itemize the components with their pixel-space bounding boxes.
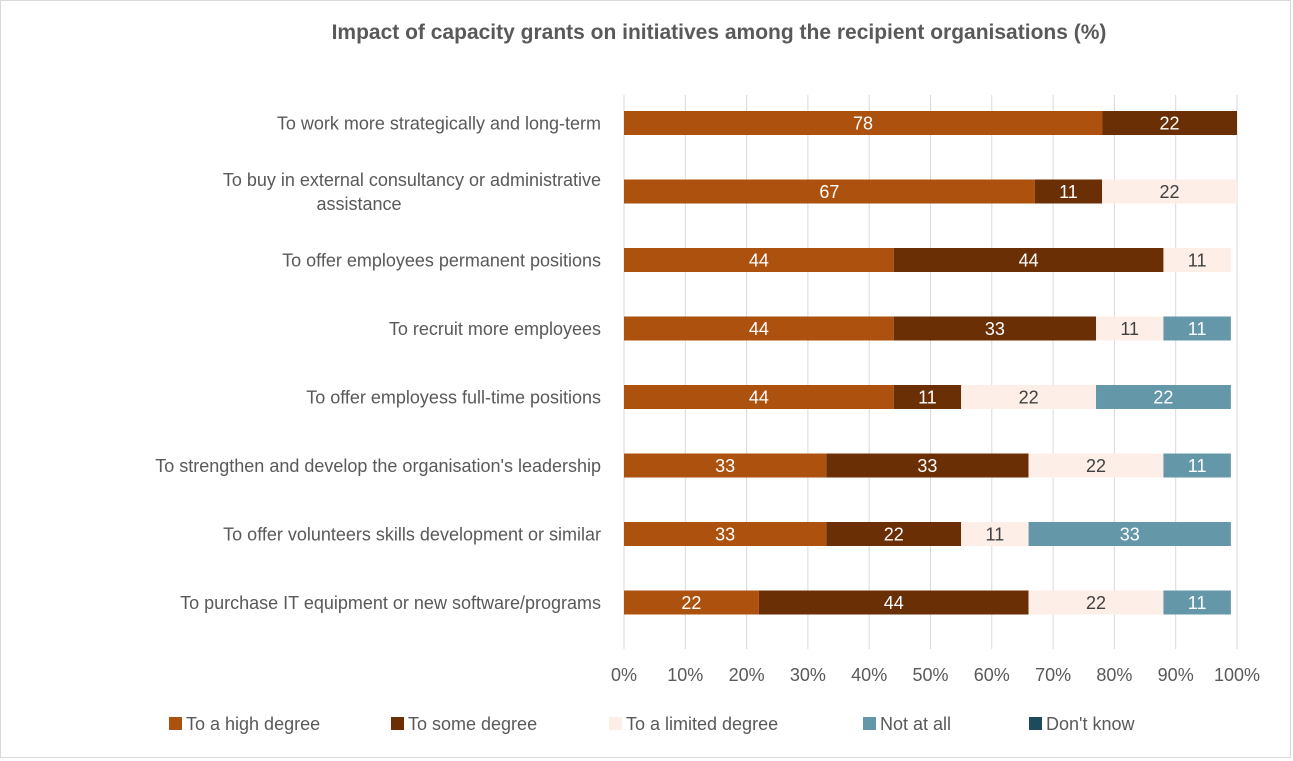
legend-swatch bbox=[391, 717, 404, 730]
category-label: To offer volunteers skills development o… bbox=[223, 525, 601, 545]
x-tick-label: 50% bbox=[912, 665, 948, 685]
chart-title: Impact of capacity grants on initiatives… bbox=[332, 21, 1107, 44]
data-label: 22 bbox=[884, 525, 904, 545]
legend-label: To a limited degree bbox=[626, 714, 778, 734]
data-label: 11 bbox=[986, 525, 1005, 545]
data-label: 11 bbox=[1059, 182, 1078, 202]
legend-label: Not at all bbox=[880, 714, 951, 734]
bar-segment bbox=[961, 522, 1029, 546]
bar-segment bbox=[624, 316, 894, 341]
bar-segment bbox=[758, 590, 1029, 615]
data-label: 11 bbox=[918, 388, 937, 408]
legend-label: To some degree bbox=[408, 714, 537, 734]
bar-segment bbox=[893, 316, 1097, 341]
x-tick-label: 20% bbox=[729, 665, 765, 685]
data-label: 22 bbox=[1160, 182, 1180, 202]
data-label: 78 bbox=[853, 114, 873, 134]
x-tick-label: 10% bbox=[667, 665, 703, 685]
x-tick-label: 80% bbox=[1096, 665, 1132, 685]
legend-swatch bbox=[609, 717, 622, 730]
bar-segment bbox=[961, 385, 1097, 409]
data-label: 33 bbox=[1120, 525, 1140, 545]
category-label: To buy in external consultancy or admini… bbox=[223, 170, 601, 190]
data-label: 22 bbox=[681, 593, 701, 613]
data-label: 11 bbox=[1188, 456, 1207, 476]
legend-label: Don't know bbox=[1046, 714, 1135, 734]
category-label: To recruit more employees bbox=[389, 319, 601, 339]
data-label: 33 bbox=[715, 456, 735, 476]
data-label: 22 bbox=[1160, 114, 1180, 134]
bar-segment bbox=[826, 453, 1029, 478]
category-label: To purchase IT equipment or new software… bbox=[180, 593, 601, 613]
data-label: 11 bbox=[1188, 593, 1207, 613]
bar-segment bbox=[893, 248, 1164, 272]
bar-segment bbox=[624, 385, 894, 409]
data-label: 22 bbox=[1086, 456, 1106, 476]
gridlines bbox=[623, 95, 1238, 649]
x-axis-ticks: 0% 10% 20% 30% 40% 50% 60% 70% 80% 90% 100% bbox=[611, 665, 1260, 685]
bar-segment bbox=[1102, 179, 1237, 204]
bar-segment bbox=[624, 590, 759, 615]
x-tick-label: 70% bbox=[1035, 665, 1071, 685]
bar-segment bbox=[1028, 590, 1164, 615]
bar-segment bbox=[1163, 453, 1231, 478]
legend-swatch bbox=[1029, 717, 1042, 730]
data-label: 44 bbox=[749, 251, 769, 271]
category-label: To strengthen and develop the organisati… bbox=[155, 456, 601, 476]
bar-segment bbox=[624, 522, 827, 546]
data-label: 11 bbox=[1188, 251, 1207, 271]
bar-segment bbox=[624, 453, 827, 478]
legend: To a high degree To some degree To a limit… bbox=[169, 714, 1135, 734]
legend-label: To a high degree bbox=[186, 714, 320, 734]
bar-segment bbox=[624, 111, 1103, 135]
x-tick-label: 40% bbox=[851, 665, 887, 685]
bar-segment bbox=[1028, 522, 1231, 546]
data-label: 44 bbox=[749, 388, 769, 408]
data-labels: 78 22 67 11 22 44 44 11 44 33 11 11 44 11 22 22 33 33 22 11… bbox=[681, 114, 1206, 614]
data-label: 44 bbox=[1019, 251, 1039, 271]
bar-segment bbox=[1034, 179, 1103, 204]
category-label: To work more strategically and long-term bbox=[277, 114, 601, 134]
data-label: 33 bbox=[985, 319, 1005, 339]
category-label: To offer employess full-time positions bbox=[306, 388, 601, 408]
legend-swatch bbox=[863, 717, 876, 730]
bar-segment bbox=[1163, 316, 1231, 341]
bar-segment bbox=[1028, 453, 1164, 478]
data-label: 44 bbox=[749, 319, 769, 339]
data-label: 11 bbox=[1188, 319, 1207, 339]
x-tick-label: 60% bbox=[974, 665, 1010, 685]
data-label: 67 bbox=[819, 182, 839, 202]
category-labels: To work more strategically and long-term… bbox=[155, 114, 601, 614]
x-tick-label: 100% bbox=[1214, 665, 1260, 685]
data-label: 44 bbox=[884, 593, 904, 613]
bar-segment bbox=[1163, 248, 1231, 272]
bar-segment bbox=[1096, 385, 1231, 409]
data-label: 33 bbox=[917, 456, 937, 476]
x-tick-label: 30% bbox=[790, 665, 826, 685]
x-tick-label: 0% bbox=[611, 665, 637, 685]
data-label: 11 bbox=[1120, 319, 1139, 339]
bar-segment bbox=[1096, 316, 1164, 341]
category-label: To offer employees permanent positions bbox=[282, 251, 601, 271]
bars bbox=[624, 111, 1237, 615]
x-tick-label: 90% bbox=[1158, 665, 1194, 685]
data-label: 22 bbox=[1019, 388, 1039, 408]
data-label: 22 bbox=[1086, 593, 1106, 613]
category-label: assistance bbox=[316, 194, 401, 214]
bar-segment bbox=[826, 522, 962, 546]
bar-segment bbox=[893, 385, 962, 409]
bar-segment bbox=[1102, 111, 1237, 135]
bar-segment bbox=[624, 179, 1035, 204]
legend-swatch bbox=[169, 717, 182, 730]
data-label: 33 bbox=[715, 525, 735, 545]
bar-segment bbox=[624, 248, 894, 272]
data-label: 22 bbox=[1153, 388, 1173, 408]
bar-segment bbox=[1163, 590, 1231, 615]
